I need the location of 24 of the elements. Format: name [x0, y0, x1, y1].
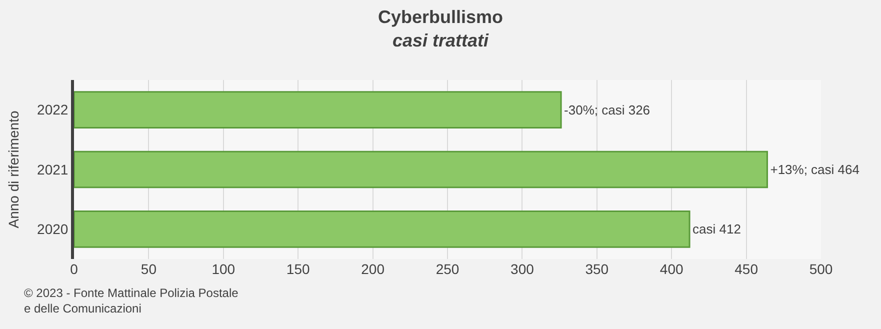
bar — [74, 210, 690, 248]
x-tick-label: 150 — [286, 261, 310, 277]
data-label: casi 412 — [692, 222, 741, 237]
chart-subtitle: casi trattati — [392, 30, 490, 50]
x-tick-label: 50 — [140, 261, 157, 277]
y-axis-title: Anno di riferimento — [6, 110, 22, 228]
data-label: -30%; casi 326 — [564, 102, 650, 118]
data-label: +13%; casi 464 — [770, 162, 860, 177]
x-tick-label: 450 — [734, 261, 758, 277]
x-tick-label: 0 — [70, 261, 78, 277]
x-tick-label: 350 — [585, 261, 609, 277]
text: © 2023 - Fonte Mattinale Polizia Postale e delle Comunicazioni — [24, 286, 239, 316]
y-tick-label: 2021 — [37, 161, 68, 178]
x-tick-label: 250 — [436, 261, 460, 277]
bar — [74, 150, 768, 188]
y-tick-label: 2022 — [37, 102, 68, 118]
chart-title: Cyberbullismo — [378, 7, 504, 28]
bar — [74, 91, 562, 128]
x-tick-label: 500 — [809, 261, 833, 277]
x-tick-label: 200 — [361, 261, 385, 277]
x-tick-label: 400 — [660, 261, 684, 277]
x-tick-label: 300 — [510, 261, 534, 277]
y-tick-label: 2020 — [37, 221, 68, 238]
x-tick-label: 100 — [212, 261, 236, 277]
